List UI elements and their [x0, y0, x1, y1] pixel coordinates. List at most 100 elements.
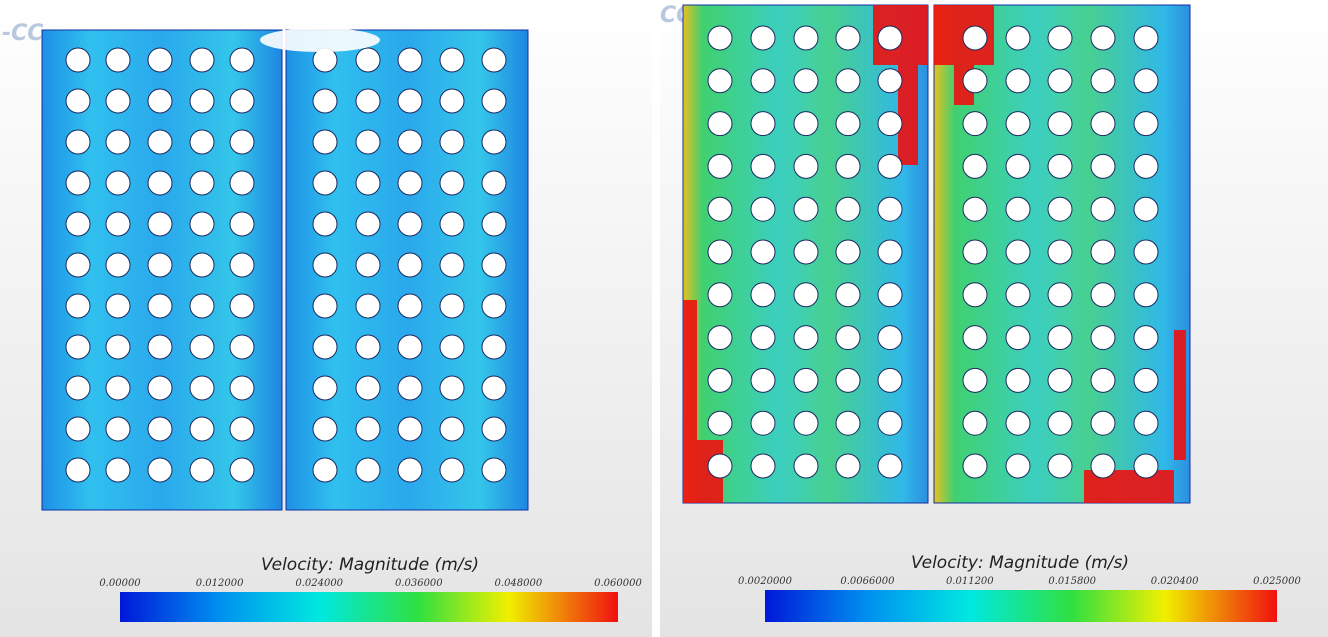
hole	[1091, 411, 1115, 435]
hole	[794, 240, 818, 264]
hole	[440, 171, 464, 195]
hole	[148, 458, 172, 482]
hole	[1006, 411, 1030, 435]
hole	[230, 294, 254, 318]
hole	[482, 335, 506, 359]
colorbar-tick-label: 0.036000	[395, 578, 443, 589]
hole	[148, 417, 172, 441]
hole	[66, 294, 90, 318]
hole	[230, 458, 254, 482]
hole	[398, 89, 422, 113]
hole	[190, 212, 214, 236]
hole	[482, 212, 506, 236]
hole	[751, 112, 775, 136]
hole	[190, 130, 214, 154]
hole	[230, 417, 254, 441]
hole	[440, 212, 464, 236]
hole	[751, 283, 775, 307]
hole	[230, 48, 254, 72]
hole	[356, 171, 380, 195]
hole	[1048, 69, 1072, 93]
hole	[106, 212, 130, 236]
hole	[963, 69, 987, 93]
hole	[878, 69, 902, 93]
hole	[708, 411, 732, 435]
hole	[356, 89, 380, 113]
hole	[66, 89, 90, 113]
hole	[106, 130, 130, 154]
inlet-jet	[260, 28, 380, 52]
hole	[482, 48, 506, 72]
hole	[1048, 454, 1072, 478]
hole	[878, 197, 902, 221]
hole	[1006, 197, 1030, 221]
hole	[708, 240, 732, 264]
hole	[1006, 326, 1030, 350]
hole	[356, 417, 380, 441]
colorbar-tick-label: 0.024000	[295, 578, 343, 589]
hole	[482, 417, 506, 441]
hole	[878, 368, 902, 392]
hole	[106, 376, 130, 400]
hole	[66, 171, 90, 195]
hole	[356, 48, 380, 72]
colorbar-tick-label: 0.060000	[594, 578, 642, 589]
hole	[836, 240, 860, 264]
hole	[148, 294, 172, 318]
hole	[708, 197, 732, 221]
hole	[1134, 326, 1158, 350]
hole	[836, 197, 860, 221]
hole	[106, 253, 130, 277]
hole	[482, 171, 506, 195]
hole	[1091, 112, 1115, 136]
hole	[1134, 240, 1158, 264]
hole	[751, 411, 775, 435]
hole	[440, 253, 464, 277]
hole	[106, 89, 130, 113]
hole	[148, 335, 172, 359]
hole	[440, 48, 464, 72]
colorbar-tick-label: 0.048000	[495, 578, 543, 589]
hole	[751, 326, 775, 350]
hole	[963, 368, 987, 392]
hole	[1134, 154, 1158, 178]
hole	[230, 253, 254, 277]
hole	[794, 69, 818, 93]
hole	[190, 335, 214, 359]
hole	[1091, 283, 1115, 307]
hole	[1006, 454, 1030, 478]
hole	[66, 417, 90, 441]
hole	[751, 197, 775, 221]
colorbar-title: Velocity: Magnitude (m/s)	[911, 553, 1129, 573]
hole	[1134, 283, 1158, 307]
hole	[313, 294, 337, 318]
hole	[398, 335, 422, 359]
hole	[398, 376, 422, 400]
hot-region	[683, 300, 697, 440]
colorbar	[765, 590, 1277, 622]
hole	[230, 376, 254, 400]
hole	[230, 89, 254, 113]
hole	[148, 376, 172, 400]
hole	[708, 368, 732, 392]
hole	[440, 376, 464, 400]
colorbar-tick-label: 0.011200	[946, 576, 994, 587]
hole	[106, 417, 130, 441]
hole	[751, 368, 775, 392]
hole	[440, 335, 464, 359]
hole	[1048, 326, 1072, 350]
hole	[398, 458, 422, 482]
hole	[963, 411, 987, 435]
hole	[482, 89, 506, 113]
hole	[963, 26, 987, 50]
hole	[440, 294, 464, 318]
hole	[313, 335, 337, 359]
hole	[148, 212, 172, 236]
hole	[794, 154, 818, 178]
hole	[708, 154, 732, 178]
hole	[190, 171, 214, 195]
hole	[836, 411, 860, 435]
hole	[398, 294, 422, 318]
hole	[313, 417, 337, 441]
hole	[313, 89, 337, 113]
